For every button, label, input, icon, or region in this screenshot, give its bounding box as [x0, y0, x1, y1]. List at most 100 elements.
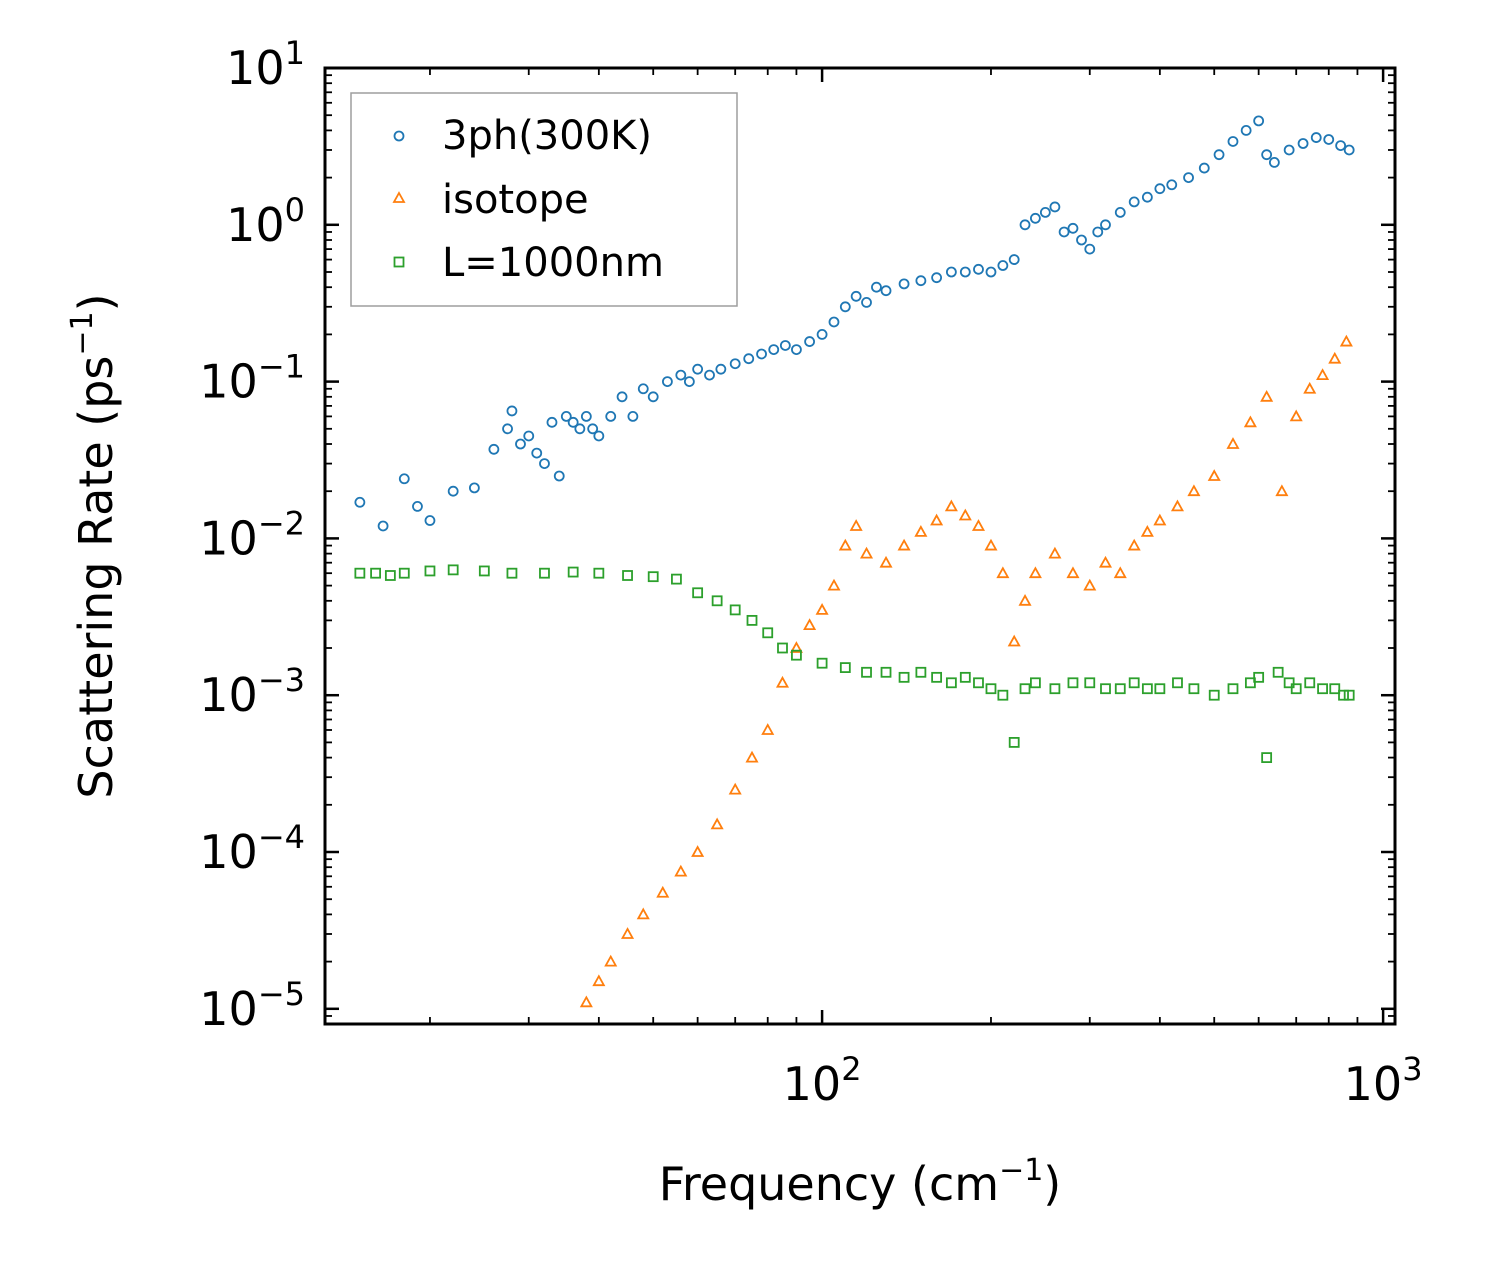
point-isotope — [859, 546, 874, 559]
point-l1000nm — [931, 671, 943, 683]
point-isotope — [879, 555, 893, 568]
point-3ph — [1183, 172, 1194, 183]
point-isotope — [592, 974, 606, 987]
point-l1000nm — [370, 567, 381, 579]
data-points — [354, 115, 1355, 1008]
point-isotope — [1048, 546, 1062, 559]
point-3ph — [523, 430, 535, 442]
point-l1000nm — [1008, 737, 1020, 748]
point-3ph — [546, 416, 558, 428]
point-isotope — [1083, 578, 1097, 591]
point-l1000nm — [1154, 683, 1166, 695]
point-l1000nm — [1338, 689, 1349, 701]
point-isotope — [775, 675, 790, 688]
point-l1000nm — [1019, 683, 1031, 695]
point-3ph — [587, 423, 599, 435]
point-3ph — [1227, 136, 1239, 147]
point-3ph — [1253, 115, 1265, 127]
point-3ph — [627, 410, 639, 422]
point-3ph — [1154, 183, 1166, 195]
point-3ph — [915, 275, 927, 287]
point-isotope — [604, 954, 618, 967]
data-layer — [354, 115, 1355, 1008]
point-3ph — [1323, 134, 1335, 145]
point-isotope — [849, 519, 863, 531]
point-l1000nm — [1283, 677, 1295, 689]
point-l1000nm — [1141, 683, 1153, 695]
point-3ph — [1008, 254, 1020, 265]
point-3ph — [791, 344, 802, 355]
axes-frame — [323, 66, 1397, 1026]
point-3ph — [985, 266, 997, 278]
point-l1000nm — [447, 564, 459, 576]
point-isotope — [827, 578, 841, 591]
point-3ph — [1240, 124, 1252, 136]
point-isotope — [1260, 389, 1274, 402]
y-tick-label: 10−3 — [199, 661, 305, 722]
point-3ph — [1067, 222, 1079, 234]
point-3ph — [683, 376, 695, 388]
point-l1000nm — [915, 666, 927, 678]
point-3ph — [1310, 132, 1322, 143]
y-tick-label-base: 10 — [199, 511, 258, 565]
point-l1000nm — [746, 614, 758, 626]
point-l1000nm — [1290, 683, 1302, 695]
x-axis-title: Frequency (cm−1) — [659, 1153, 1062, 1211]
point-l1000nm — [729, 604, 741, 616]
point-l1000nm — [1067, 677, 1079, 689]
point-3ph — [377, 520, 389, 532]
y-tick-label-base: 10 — [199, 668, 258, 722]
point-l1000nm — [622, 570, 633, 581]
y-tick-label-base: 10 — [199, 355, 258, 409]
x-tick-label-base: 10 — [783, 1057, 842, 1111]
point-3ph — [1114, 206, 1126, 218]
series-2 — [354, 564, 1355, 764]
x-axis-title-main: Frequency (cm — [659, 1157, 999, 1211]
point-3ph — [880, 285, 892, 297]
point-3ph — [839, 301, 851, 313]
point-l1000nm — [1084, 677, 1096, 689]
point-l1000nm — [973, 677, 984, 689]
point-isotope — [897, 538, 911, 551]
point-l1000nm — [791, 649, 802, 661]
point-isotope — [656, 885, 670, 898]
point-3ph — [729, 358, 741, 370]
point-isotope — [1275, 484, 1289, 497]
point-l1000nm — [384, 570, 396, 581]
point-3ph — [898, 278, 910, 290]
y-tick-label-base: 10 — [199, 982, 258, 1036]
point-l1000nm — [880, 666, 892, 678]
point-3ph — [959, 266, 971, 278]
point-isotope — [1066, 566, 1080, 579]
point-l1000nm — [1049, 683, 1061, 695]
point-isotope — [745, 750, 759, 763]
x-tick-label-exponent: 3 — [1402, 1050, 1422, 1088]
point-l1000nm — [647, 571, 659, 583]
point-3ph — [768, 344, 780, 355]
point-3ph — [1268, 157, 1280, 168]
point-isotope — [636, 907, 650, 920]
point-l1000nm — [506, 567, 518, 579]
point-3ph — [1100, 219, 1111, 231]
y-tick-label-base: 10 — [226, 198, 285, 252]
point-3ph — [973, 263, 984, 275]
point-3ph — [488, 443, 500, 455]
legend-marker-3ph — [393, 130, 405, 142]
point-l1000nm — [424, 565, 436, 577]
point-3ph — [447, 485, 459, 497]
point-isotope — [1226, 437, 1240, 449]
point-3ph — [1049, 201, 1061, 213]
y-tick-label-base: 10 — [199, 825, 258, 879]
point-3ph — [468, 482, 480, 494]
point-3ph — [553, 470, 565, 482]
point-isotope — [579, 995, 593, 1008]
y-tick-label: 101 — [226, 34, 305, 95]
point-isotope — [1339, 334, 1353, 347]
point-l1000nm — [1172, 677, 1183, 689]
y-tick-label-exponent: −3 — [258, 661, 305, 699]
point-isotope — [914, 525, 928, 537]
point-3ph — [779, 340, 791, 351]
point-3ph — [1029, 212, 1041, 224]
point-isotope — [674, 864, 688, 877]
x-axis-title-end: ) — [1043, 1157, 1061, 1211]
